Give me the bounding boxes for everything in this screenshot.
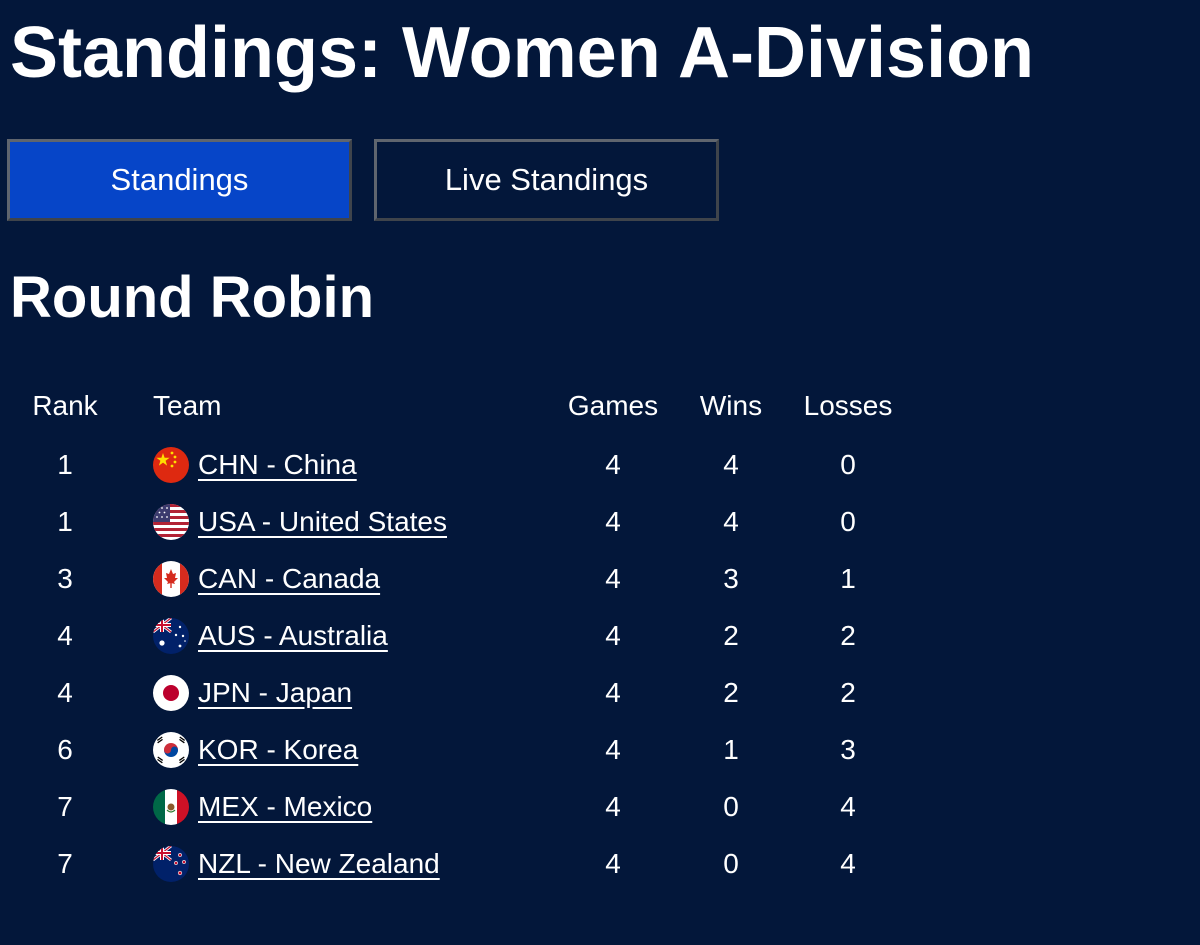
- usa-flag-icon: [153, 504, 189, 540]
- losses-cell: 4: [840, 848, 856, 879]
- header-team: Team: [153, 390, 222, 421]
- japan-flag-icon: [153, 675, 189, 711]
- losses-cell: 0: [840, 449, 856, 480]
- team-link[interactable]: NZL - New Zealand: [198, 848, 440, 879]
- rank-cell: 1: [57, 506, 73, 537]
- table-row: 7 MEX - Mexico 4 0 4: [0, 783, 940, 840]
- losses-cell: 2: [840, 677, 856, 708]
- losses-cell: 4: [840, 791, 856, 822]
- table-row: 6 KOR - Korea 4 1 3: [0, 726, 940, 783]
- standings-tabs: Standings Live Standings: [7, 139, 719, 221]
- wins-cell: 1: [723, 734, 739, 765]
- table-row: 7 NZL - New Zealand 4 0 4: [0, 840, 940, 897]
- rank-cell: 7: [57, 848, 73, 879]
- rank-cell: 6: [57, 734, 73, 765]
- team-link[interactable]: CAN - Canada: [198, 563, 381, 594]
- losses-cell: 0: [840, 506, 856, 537]
- table-row: 3 CAN - Canada 4 3 1: [0, 555, 940, 612]
- table-row: 4 AUS - Australia 4 2 2: [0, 612, 940, 669]
- wins-cell: 4: [723, 449, 739, 480]
- team-link[interactable]: KOR - Korea: [198, 734, 359, 765]
- games-cell: 4: [605, 506, 621, 537]
- page-title: Standings: Women A-Division: [10, 13, 1035, 93]
- team-link[interactable]: USA - United States: [198, 506, 448, 537]
- wins-cell: 4: [723, 506, 739, 537]
- china-flag-icon: [153, 447, 189, 483]
- table-row: 1 CHN - China 4 4 0: [0, 441, 940, 498]
- tab-standings[interactable]: Standings: [7, 139, 352, 221]
- rank-cell: 4: [57, 677, 73, 708]
- team-link[interactable]: JPN - Japan: [198, 677, 353, 708]
- games-cell: 4: [605, 677, 621, 708]
- header-games: Games: [567, 390, 659, 421]
- losses-cell: 1: [840, 563, 856, 594]
- rank-cell: 3: [57, 563, 73, 594]
- section-title: Round Robin: [10, 265, 375, 330]
- wins-cell: 2: [723, 677, 739, 708]
- wins-cell: 0: [723, 848, 739, 879]
- losses-cell: 2: [840, 620, 856, 651]
- games-cell: 4: [605, 620, 621, 651]
- rank-cell: 7: [57, 791, 73, 822]
- korea-flag-icon: [153, 732, 189, 768]
- rank-cell: 1: [57, 449, 73, 480]
- team-link[interactable]: AUS - Australia: [198, 620, 388, 651]
- wins-cell: 2: [723, 620, 739, 651]
- games-cell: 4: [605, 791, 621, 822]
- games-cell: 4: [605, 734, 621, 765]
- tab-live-standings[interactable]: Live Standings: [374, 139, 719, 221]
- header-losses: Losses: [803, 390, 893, 421]
- rank-cell: 4: [57, 620, 73, 651]
- header-rank: Rank: [32, 390, 98, 421]
- team-link[interactable]: MEX - Mexico: [198, 791, 373, 822]
- wins-cell: 0: [723, 791, 739, 822]
- new-zealand-flag-icon: [153, 846, 189, 882]
- table-row: 1 USA - United States 4 4 0: [0, 498, 940, 555]
- standings-table: Rank Team Games Wins Losses 1 CHN - Chin…: [0, 378, 940, 898]
- header-wins: Wins: [699, 390, 763, 421]
- table-row: 4 JPN - Japan 4 2 2: [0, 669, 940, 726]
- games-cell: 4: [605, 449, 621, 480]
- games-cell: 4: [605, 848, 621, 879]
- wins-cell: 3: [723, 563, 739, 594]
- canada-flag-icon: [153, 561, 189, 597]
- australia-flag-icon: [153, 618, 189, 654]
- mexico-flag-icon: [153, 789, 189, 825]
- team-link[interactable]: CHN - China: [198, 449, 357, 480]
- losses-cell: 3: [840, 734, 856, 765]
- games-cell: 4: [605, 563, 621, 594]
